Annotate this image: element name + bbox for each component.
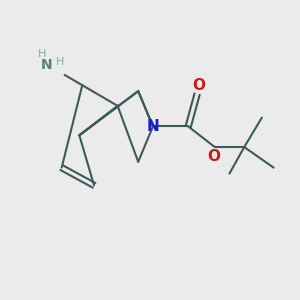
Text: N: N [41,58,53,72]
Text: O: O [207,149,220,164]
Text: O: O [192,78,205,93]
Text: H: H [56,57,64,67]
Text: H: H [38,49,47,59]
Text: N: N [147,119,159,134]
